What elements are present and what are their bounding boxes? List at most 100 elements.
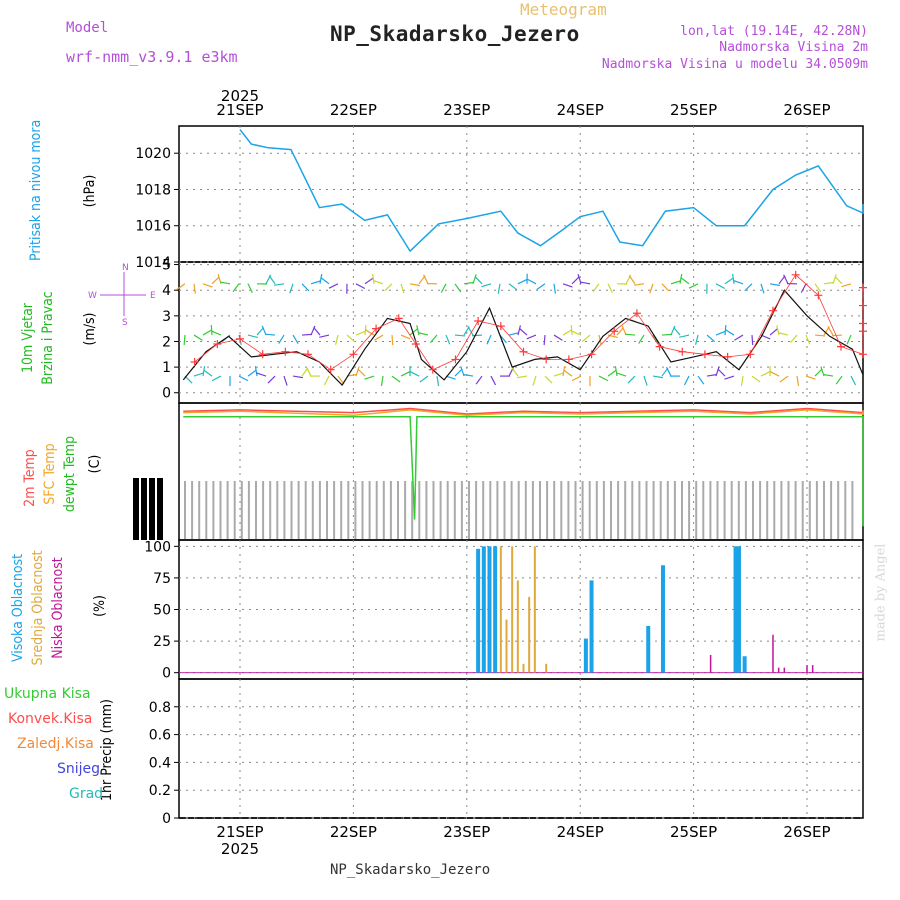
wind-direction-arrow — [796, 375, 800, 387]
wind-direction-arrow — [289, 283, 294, 294]
wind-tick-label: 1 — [162, 360, 171, 376]
wind-direction-arrow — [310, 280, 321, 285]
model-elevation-label: Nadmorska Visina u modelu 34.0509m — [601, 57, 868, 72]
compass-south: S — [122, 318, 128, 328]
wind-direction-arrow — [661, 283, 670, 292]
wind-direction-arrow — [553, 372, 564, 377]
wind-direction-arrow — [835, 375, 843, 385]
footer-station: NP_Skadarsko_Jezero — [330, 862, 491, 878]
cloud-mid-bar — [528, 596, 531, 673]
wind-tick-label: 5 — [162, 258, 171, 274]
wind-direction-arrow — [355, 330, 366, 336]
wind-direction-arrow — [511, 367, 519, 377]
wind-direction-arrow — [357, 368, 366, 377]
wind-direction-arrow — [592, 283, 600, 293]
wind-direction-arrow — [683, 375, 690, 386]
wind-direction-arrow — [508, 332, 519, 336]
wind-direction-arrow — [706, 373, 717, 377]
precip-tick-label: 0 — [162, 811, 171, 827]
precip-tick-label: 0.8 — [149, 700, 171, 716]
wind-direction-arrow — [769, 371, 780, 377]
wind-direction-arrow — [440, 283, 447, 293]
precip-panel-frame — [178, 678, 864, 819]
wind-direction-arrow — [328, 283, 339, 289]
wind-direction-arrow — [517, 278, 528, 285]
wind-direction-arrow — [274, 283, 285, 286]
wind-direction-arrow — [416, 325, 420, 336]
cloud-mid-bar — [516, 580, 519, 673]
wind-direction-arrow — [256, 327, 265, 336]
wind-direction-arrow — [313, 327, 321, 336]
wind-direction-arrow — [193, 372, 204, 377]
pressure-tick-label: 1014 — [135, 255, 171, 271]
wind-direction-arrow — [364, 277, 374, 285]
wind-direction-arrow — [665, 366, 672, 377]
wind-direction-arrow — [268, 275, 276, 285]
wind-direction-arrow — [497, 283, 501, 294]
wind-direction-arrow — [805, 375, 816, 380]
wind-direction-arrow — [467, 326, 474, 336]
wind-direction-arrow — [562, 283, 573, 288]
wind-direction-arrow — [751, 375, 761, 383]
cloud-high-bar — [646, 625, 651, 673]
pressure-tick-label: 1020 — [135, 146, 171, 162]
day-label-top: 21SEP — [216, 101, 263, 119]
wind-direction-arrow — [831, 334, 843, 337]
wind-direction-arrow — [508, 283, 518, 291]
wind-direction-arrow — [519, 328, 528, 336]
wind-direction-arrow — [267, 375, 276, 384]
wind-direction-arrow — [499, 334, 507, 344]
elevation-label: Nadmorska Visina 2m — [719, 40, 868, 55]
wind-direction-arrow — [183, 335, 186, 346]
wind-direction-arrow — [384, 283, 393, 292]
cloud-low-bar — [772, 634, 774, 673]
wind-direction-arrow — [814, 283, 822, 293]
wind-direction-arrow — [571, 375, 582, 382]
cloud-high-bar — [493, 546, 498, 673]
wind-direction-arrow — [463, 281, 474, 285]
cloud-tick-label: 100 — [144, 539, 171, 555]
precip-tick-label: 0.4 — [149, 755, 171, 771]
cloud-tick-label: 75 — [153, 571, 171, 587]
wind-direction-arrow — [202, 329, 212, 336]
wind-direction-arrow — [652, 334, 659, 344]
model-name: wrf-nmm_v3.9.1 e3km — [66, 48, 238, 66]
wind-direction-arrow — [598, 375, 609, 382]
cloud-high-bar — [660, 565, 665, 673]
wind-direction-arrow — [211, 330, 222, 336]
wind-direction-arrow — [254, 366, 258, 377]
wind-direction-arrow — [697, 375, 705, 385]
cloud-high-bar — [476, 548, 481, 673]
wind-direction-arrow — [472, 274, 477, 284]
wind-direction-arrow — [232, 283, 240, 293]
wind-direction-arrow — [445, 375, 456, 380]
wind-direction-arrow — [638, 334, 645, 344]
wind-direction-arrow — [544, 375, 553, 384]
wind-direction-arrow — [220, 281, 231, 285]
wind-direction-arrow — [323, 375, 330, 386]
wind-direction-arrow — [776, 325, 780, 336]
legend-snow: Snijeg — [57, 761, 101, 777]
compass-icon: W E N S — [88, 263, 156, 328]
wind-direction-arrow — [779, 375, 789, 383]
cloud-high-bar — [487, 546, 492, 673]
wind-direction-arrow — [679, 334, 690, 338]
wind-direction-arrow — [783, 274, 789, 285]
wind-direction-arrow — [319, 273, 323, 284]
legend-freezing-rain: Zaledj.Kisa — [17, 736, 94, 752]
wind-direction-arrow — [517, 375, 528, 379]
cloud-high-bar — [733, 546, 738, 673]
wind-direction-arrow — [649, 283, 654, 294]
wind-direction-arrow — [419, 375, 429, 383]
wind-direction-arrow — [760, 371, 771, 377]
wind-direction-arrow — [283, 375, 288, 386]
wind-direction-arrow — [543, 335, 546, 346]
cloud-mid-bar — [505, 619, 508, 673]
meteogram-label: Meteogram — [520, 0, 607, 19]
wind-direction-arrow — [474, 276, 483, 285]
wind-direction-arrow — [740, 375, 744, 387]
wind-direction-arrow — [486, 334, 492, 345]
wind-direction-arrow — [805, 334, 811, 345]
wind-direction-arrow — [256, 372, 267, 377]
temp-scale-block — [141, 478, 147, 540]
